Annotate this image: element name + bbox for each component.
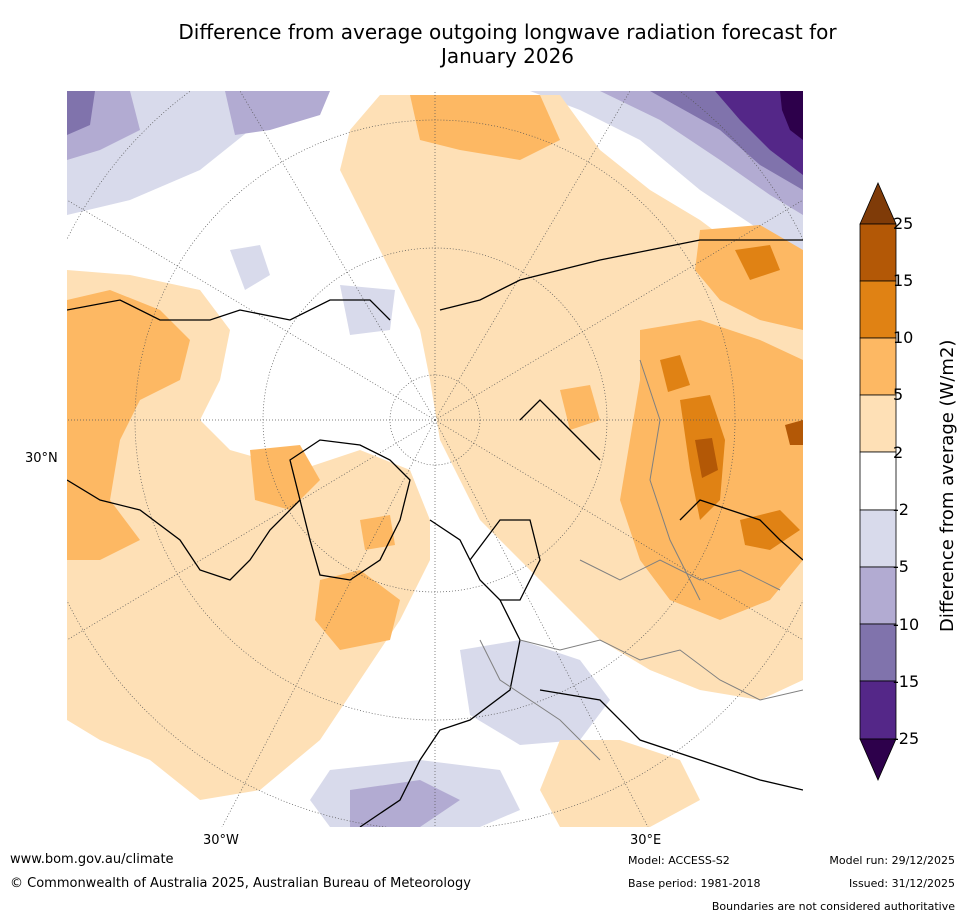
border-eurasia-3 xyxy=(639,359,701,601)
coast-north-america-arctic xyxy=(67,299,391,321)
coast-arctic-islands xyxy=(519,399,601,461)
coast-siberia xyxy=(439,239,803,311)
lat-label-30n: 30°N xyxy=(25,451,58,466)
footer-issued: Issued: 31/12/2025 xyxy=(848,877,955,890)
title-line-1: Difference from average outgoing longwav… xyxy=(178,20,837,44)
colorbar-tick-neg10: -10 xyxy=(893,615,920,634)
colorbar-bin-neutral xyxy=(859,451,897,511)
graticule-lon-150w xyxy=(239,91,436,421)
colorbar-tick-neg15: -15 xyxy=(893,672,920,691)
footer-model: Model: ACCESS-S2 xyxy=(628,854,730,867)
colorbar-tick-neg2: -2 xyxy=(893,500,909,519)
colorbar-bin-10-15 xyxy=(859,280,897,339)
coast-greenland xyxy=(289,439,411,581)
anomaly-positive-extreme xyxy=(695,420,803,478)
colorbar xyxy=(859,182,897,781)
colorbar-bin-15-25 xyxy=(859,223,897,282)
graticule-lon-60e xyxy=(434,419,803,641)
graticule xyxy=(67,91,803,827)
colorbar-bin-neg15-neg25 xyxy=(859,680,897,740)
colorbar-extend-bottom xyxy=(859,738,897,781)
graticule-lon-120w xyxy=(67,199,436,421)
chart-title: Difference from average outgoing longwav… xyxy=(0,20,965,68)
colorbar-tick-15: 15 xyxy=(893,271,914,290)
country-borders xyxy=(479,359,803,761)
colorbar-title: Difference from average (W/m2) xyxy=(937,339,958,632)
colorbar-bin-neg5-neg10 xyxy=(859,566,897,625)
colorbar-bin-neg10-neg15 xyxy=(859,623,897,682)
footer-disclaimer: Boundaries are not considered authoritat… xyxy=(711,900,955,913)
coast-mediterranean xyxy=(539,689,803,791)
colorbar-tick-25: 25 xyxy=(893,214,914,233)
border-eurasia-1 xyxy=(519,639,803,701)
graticule-lon-60w xyxy=(67,419,436,641)
colorbar-bin-2-5 xyxy=(859,394,897,453)
coast-europe-west xyxy=(359,519,521,827)
coast-north-america-east xyxy=(67,479,301,581)
lon-label-30e: 30°E xyxy=(630,833,662,848)
graticule-lon-150e xyxy=(434,91,631,421)
colorbar-extend-top xyxy=(859,182,897,225)
colorbar-tick-2: 2 xyxy=(893,443,904,462)
colorbar-tick-neg5: -5 xyxy=(893,557,909,576)
graticule-lon-120e xyxy=(434,199,803,421)
border-eurasia-2 xyxy=(579,559,781,591)
anomaly-negative-extreme xyxy=(715,91,803,175)
colorbar-bin-neg2-neg5 xyxy=(859,509,897,568)
coastlines xyxy=(67,239,803,827)
title-line-2: January 2026 xyxy=(440,44,575,68)
border-europe xyxy=(479,639,601,761)
colorbar-bin-5-10 xyxy=(859,337,897,396)
footer-copyright: © Commonwealth of Australia 2025, Austra… xyxy=(10,876,471,891)
coast-scandinavia xyxy=(469,519,541,601)
footer-base-period: Base period: 1981-2018 xyxy=(628,877,761,890)
coast-china xyxy=(679,499,803,561)
footer-website: www.bom.gov.au/climate xyxy=(10,852,174,867)
colorbar-tick-neg25: -25 xyxy=(893,729,920,748)
lon-label-30w: 30°W xyxy=(203,833,239,848)
footer-model-run: Model run: 29/12/2025 xyxy=(829,854,955,867)
map-panel xyxy=(67,91,803,827)
colorbar-tick-5: 5 xyxy=(893,385,904,404)
colorbar-tick-10: 10 xyxy=(893,328,914,347)
